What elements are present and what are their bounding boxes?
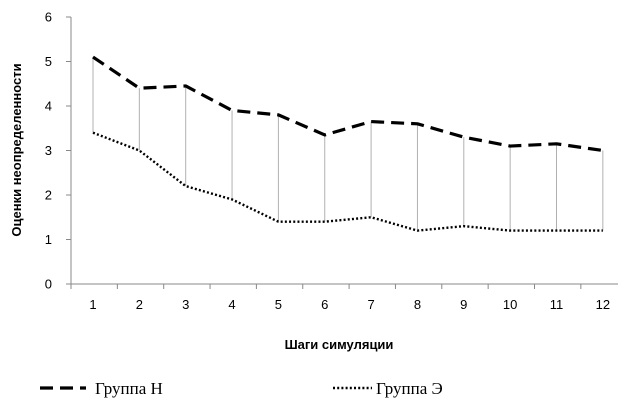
x-tick-label: 8 — [414, 297, 421, 312]
y-tick-label: 6 — [45, 10, 52, 25]
drop-lines — [93, 57, 603, 231]
x-tick-label: 12 — [596, 297, 610, 312]
series-layer — [93, 57, 603, 231]
x-tick-label: 7 — [367, 297, 374, 312]
y-tick-labels: 0 1 2 3 4 5 6 — [45, 10, 52, 292]
x-tick-label: 4 — [228, 297, 235, 312]
x-tick-label: 10 — [503, 297, 517, 312]
x-tick-label: 1 — [89, 297, 96, 312]
x-tick-label: 6 — [321, 297, 328, 312]
y-tick-label: 2 — [45, 188, 52, 203]
x-tick-label: 9 — [460, 297, 467, 312]
series-line-group-e — [93, 133, 603, 231]
x-tick-label: 5 — [275, 297, 282, 312]
series-line-group-n — [93, 57, 603, 150]
y-tick-label: 1 — [45, 232, 52, 247]
y-tick-label: 5 — [45, 54, 52, 69]
x-tick-label: 11 — [550, 297, 564, 312]
legend: Группа Н Группа Э — [40, 379, 443, 398]
legend-label-group-e: Группа Э — [376, 379, 443, 398]
y-tick-label: 0 — [45, 277, 52, 292]
x-axis-title: Шаги симуляции — [285, 337, 394, 352]
y-axis-title: Оценки неопределенности — [9, 63, 24, 236]
legend-label-group-n: Группа Н — [95, 379, 163, 398]
x-tick-label: 2 — [136, 297, 143, 312]
y-tick-label: 3 — [45, 143, 52, 158]
axes-layer — [66, 17, 619, 289]
x-tick-label: 3 — [182, 297, 189, 312]
y-tick-label: 4 — [45, 99, 52, 114]
